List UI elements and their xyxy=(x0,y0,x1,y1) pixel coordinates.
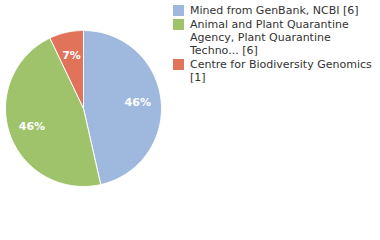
svg-text:7%: 7% xyxy=(62,49,81,62)
svg-text:46%: 46% xyxy=(19,120,45,133)
html-text:Mined from GenBank, NCBI [6]: Mined from GenBank, NCBI [6] xyxy=(190,4,359,17)
svg-text:46%: 46% xyxy=(125,96,151,109)
html-text:Centre for Biodiversity Genomi: Centre for Biodiversity Genomics [1] xyxy=(190,58,372,84)
html-text:Animal and Plant Quarantine Ag: Animal and Plant Quarantine Agency, Plan… xyxy=(190,18,349,57)
